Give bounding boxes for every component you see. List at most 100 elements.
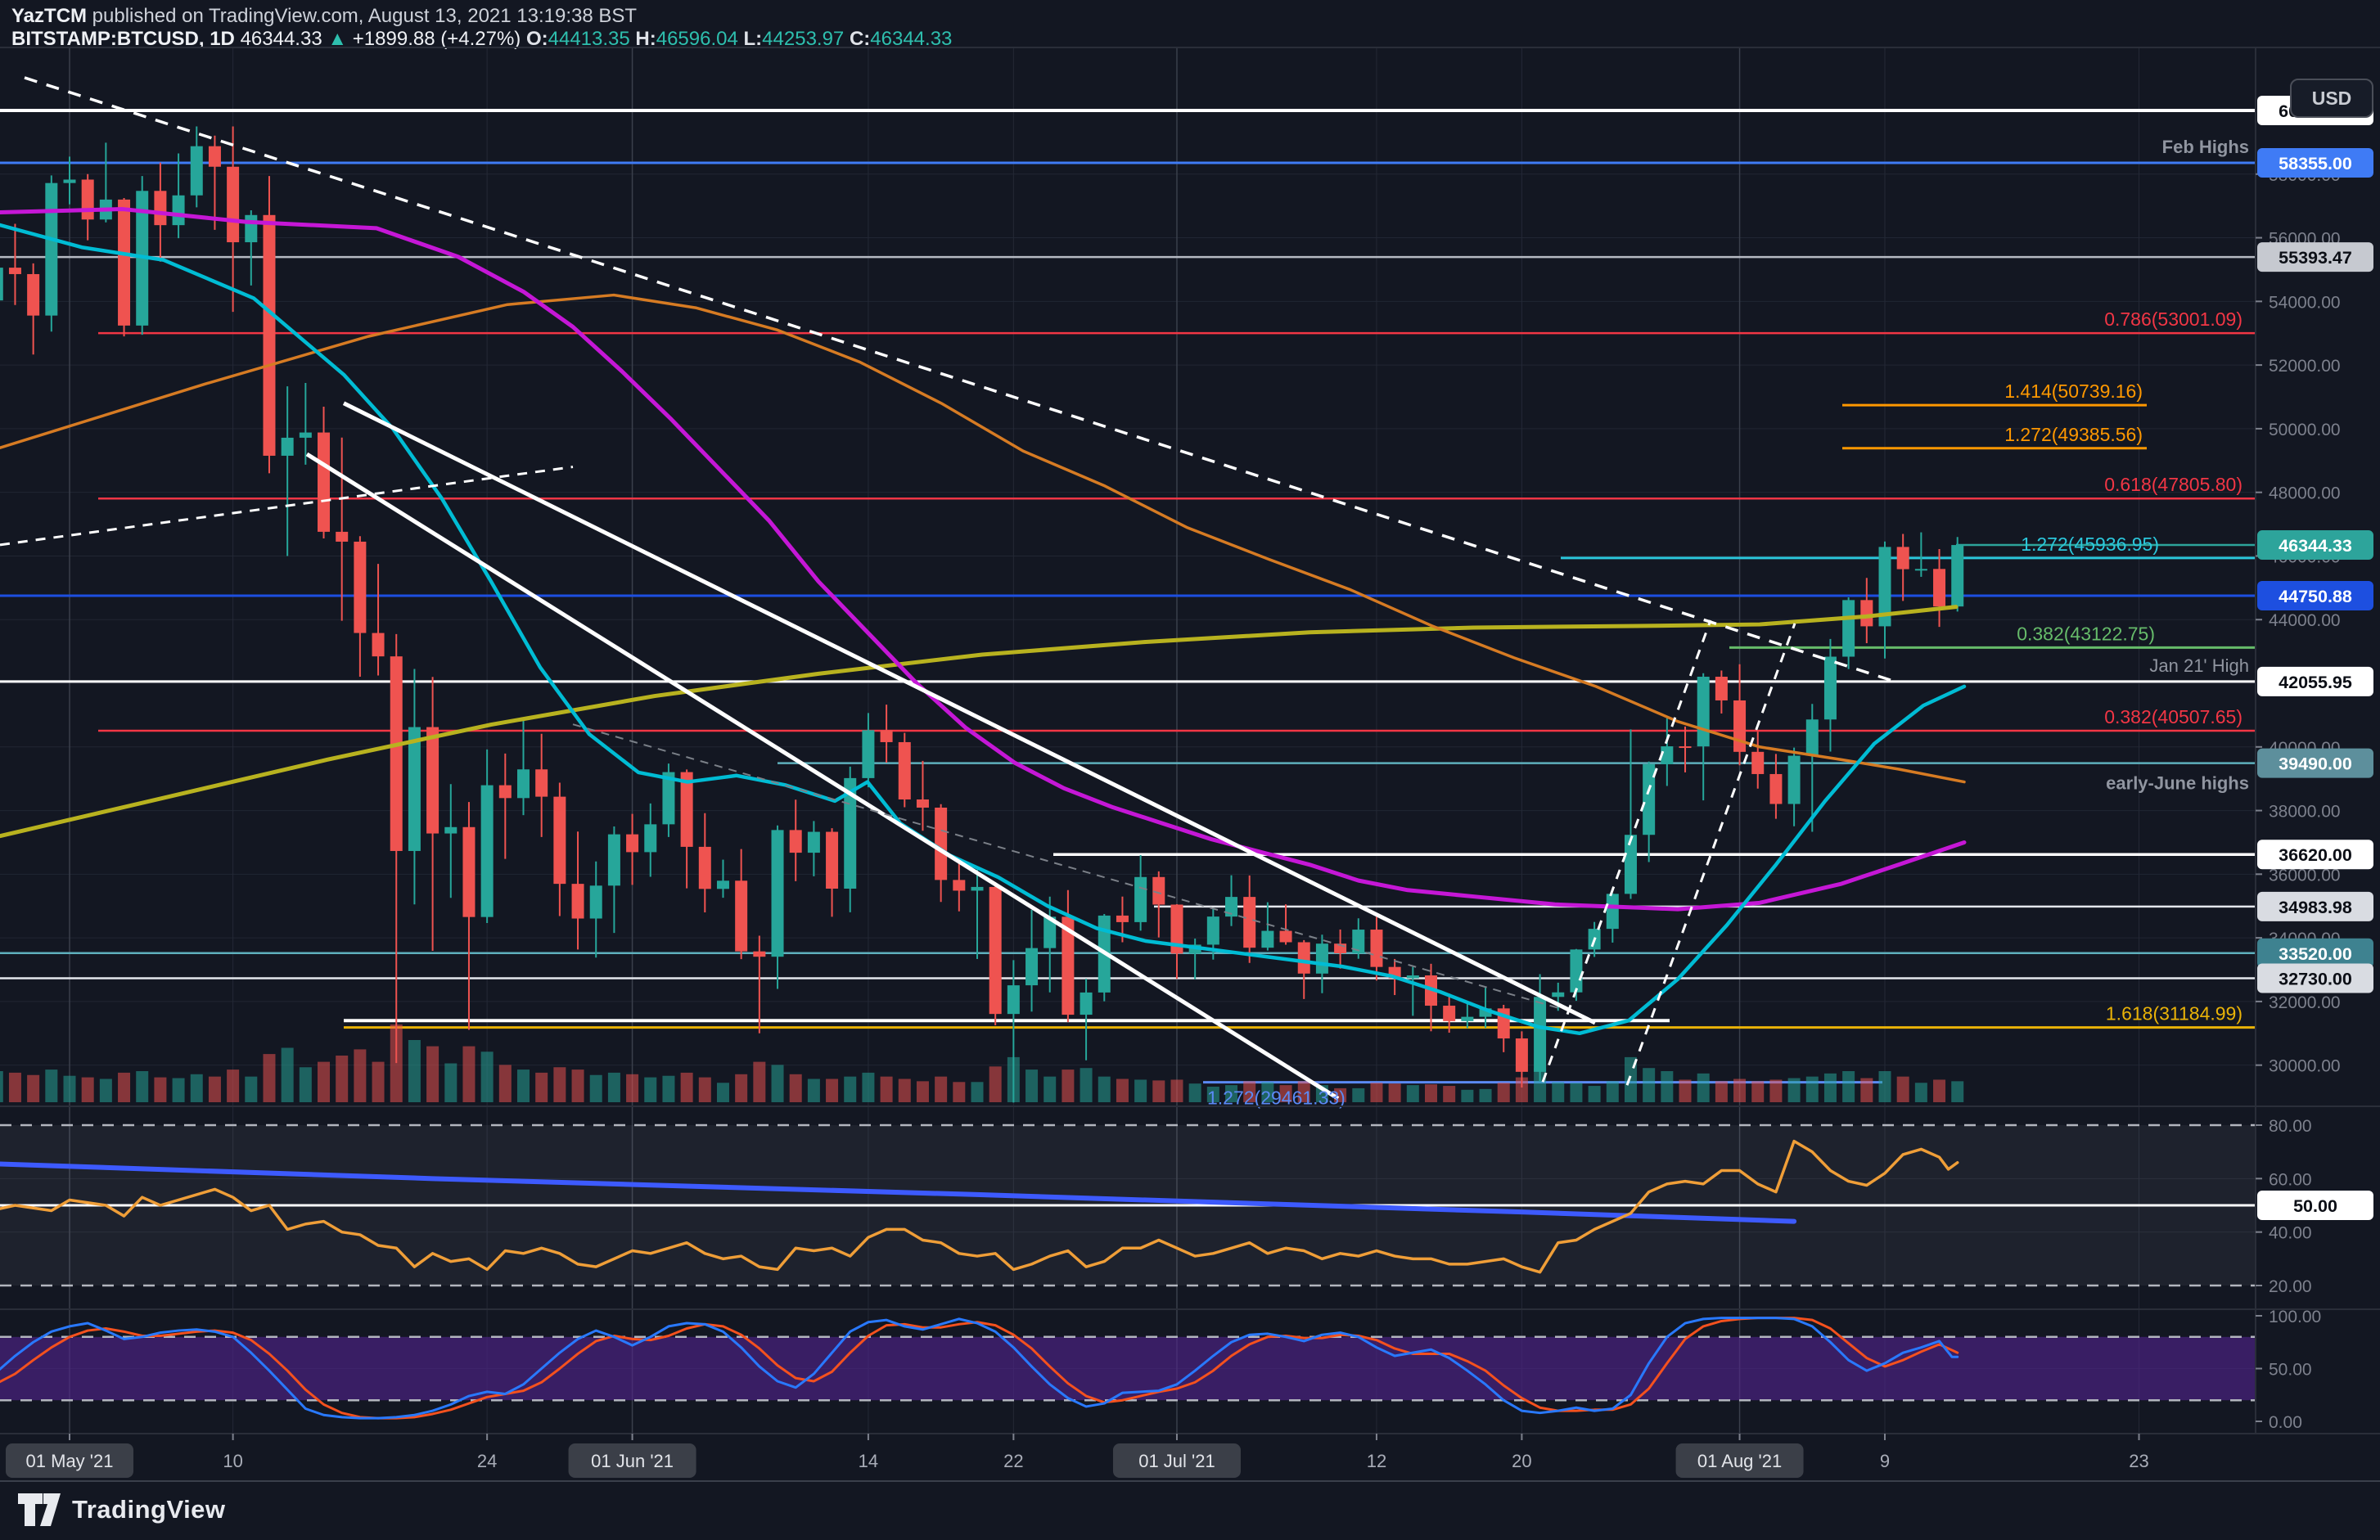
long-descending-dashed [24,76,1891,682]
publish-info: published on TradingView.com, August 13,… [87,5,638,27]
currency-toggle-button[interactable]: USD [2290,79,2373,118]
svg-text:33520.00: 33520.00 [2279,944,2352,964]
direction-arrow-icon: ▲ [327,28,348,50]
candle-up [844,777,857,889]
volume-bar [1951,1081,1964,1102]
candle-up [662,772,675,825]
volume-bar [1697,1073,1710,1102]
volume-bar [771,1065,784,1102]
volume-bar [354,1049,367,1102]
candle-down [426,727,439,834]
volume-bar [1860,1078,1873,1102]
open-label: O: [525,28,548,50]
candle-down [553,796,566,885]
candle-down [626,834,639,853]
svg-text:0.618(47805.80): 0.618(47805.80) [2104,474,2243,495]
candle-down [8,268,21,274]
candle-up [245,214,258,243]
svg-text:36000.00: 36000.00 [2269,866,2341,885]
candle-down [989,886,1002,1015]
volume-bar [916,1081,929,1102]
candle-up [1951,545,1964,607]
candle-up [1461,1016,1474,1021]
volume-bar [753,1061,766,1102]
svg-text:50.00: 50.00 [2269,1361,2312,1380]
svg-text:52000.00: 52000.00 [2269,357,2341,376]
stoch-k-line [0,1317,1959,1420]
volume-bar [1243,1081,1256,1102]
svg-text:1.272(29461.33): 1.272(29461.33) [1207,1087,1346,1109]
volume-bar [626,1074,639,1102]
volume-bar [698,1077,711,1102]
price-label-box [2257,938,2373,968]
candle-down [880,730,893,742]
candle-down [1152,876,1165,905]
svg-text:48000.00: 48000.00 [2269,484,2341,503]
svg-text:32730.00: 32730.00 [2279,970,2352,989]
volume-bar [1661,1071,1674,1102]
svg-text:1.272(45936.95): 1.272(45936.95) [2021,534,2159,555]
price-label-box [2257,581,2373,611]
price-label-box [2257,963,2373,993]
candle-up [807,831,820,853]
time-label-box [568,1443,696,1478]
svg-text:32000.00: 32000.00 [2269,993,2341,1012]
candle-up [1787,755,1801,804]
volume-bar [1170,1079,1183,1102]
tradingview-logo[interactable]: TradingView [18,1493,226,1527]
volume-bar [390,1024,403,1102]
candle-up [1534,997,1547,1072]
candles [0,126,1964,1103]
volume-bar [1842,1071,1855,1102]
svg-text:38000.00: 38000.00 [2269,803,2341,822]
svg-text:80.00: 80.00 [2269,1117,2312,1136]
candle-down [1933,569,1946,607]
volume-bar [1425,1084,1437,1102]
volume-bar [662,1075,675,1102]
high-label: H: [635,28,656,50]
price-axis[interactable]: 58000.0056000.0054000.0052000.0050000.00… [2256,96,2373,1432]
volume-bar [190,1074,203,1102]
price-label-box [2257,530,2373,561]
volume-bar [953,1082,966,1102]
volume-bar [1025,1069,1039,1102]
volume-bar [826,1078,839,1102]
volume-bar [118,1072,131,1102]
svg-text:0.382(43122.75): 0.382(43122.75) [2017,623,2155,644]
low-value: 44253.97 [762,28,845,50]
volume-bar [571,1069,584,1102]
candle-up [771,830,784,957]
author-name: YazTCM [11,5,88,27]
sma200-line [0,605,1959,839]
candle-down [1334,943,1347,953]
candle-up [971,886,984,891]
pane-frame [0,47,2380,1482]
candle-up [1878,547,1891,627]
candle-down [1443,1006,1456,1021]
volume-bar [1225,1085,1238,1102]
volume-bar [971,1082,984,1102]
volume-bar [1152,1080,1165,1102]
volume-bar [935,1076,948,1102]
volume-bar [844,1076,857,1102]
time-label-box [6,1443,133,1478]
svg-text:30000.00: 30000.00 [2269,1057,2341,1076]
stoch-pane [0,1317,2256,1420]
price-label-box [2257,147,2373,178]
candle-down [1279,930,1292,943]
volume-bar [1805,1076,1819,1102]
volume-bar [136,1071,149,1102]
time-axis[interactable]: 01 May '21 10 24 01 Jun '21 14 22 01 Jul '21 12… [6,1434,2149,1478]
volume-bar [1914,1083,1927,1102]
candle-down [1860,600,1873,627]
candle-down [27,273,40,316]
candle-down [318,432,331,532]
candle-down [898,741,911,799]
volume-bar [1297,1081,1310,1102]
volume-bar [880,1076,893,1102]
price-change: +1899.88 (+4.27%) [352,28,521,50]
candle-up [644,824,657,853]
candle-down [81,179,94,220]
volume-bar [408,1040,421,1102]
